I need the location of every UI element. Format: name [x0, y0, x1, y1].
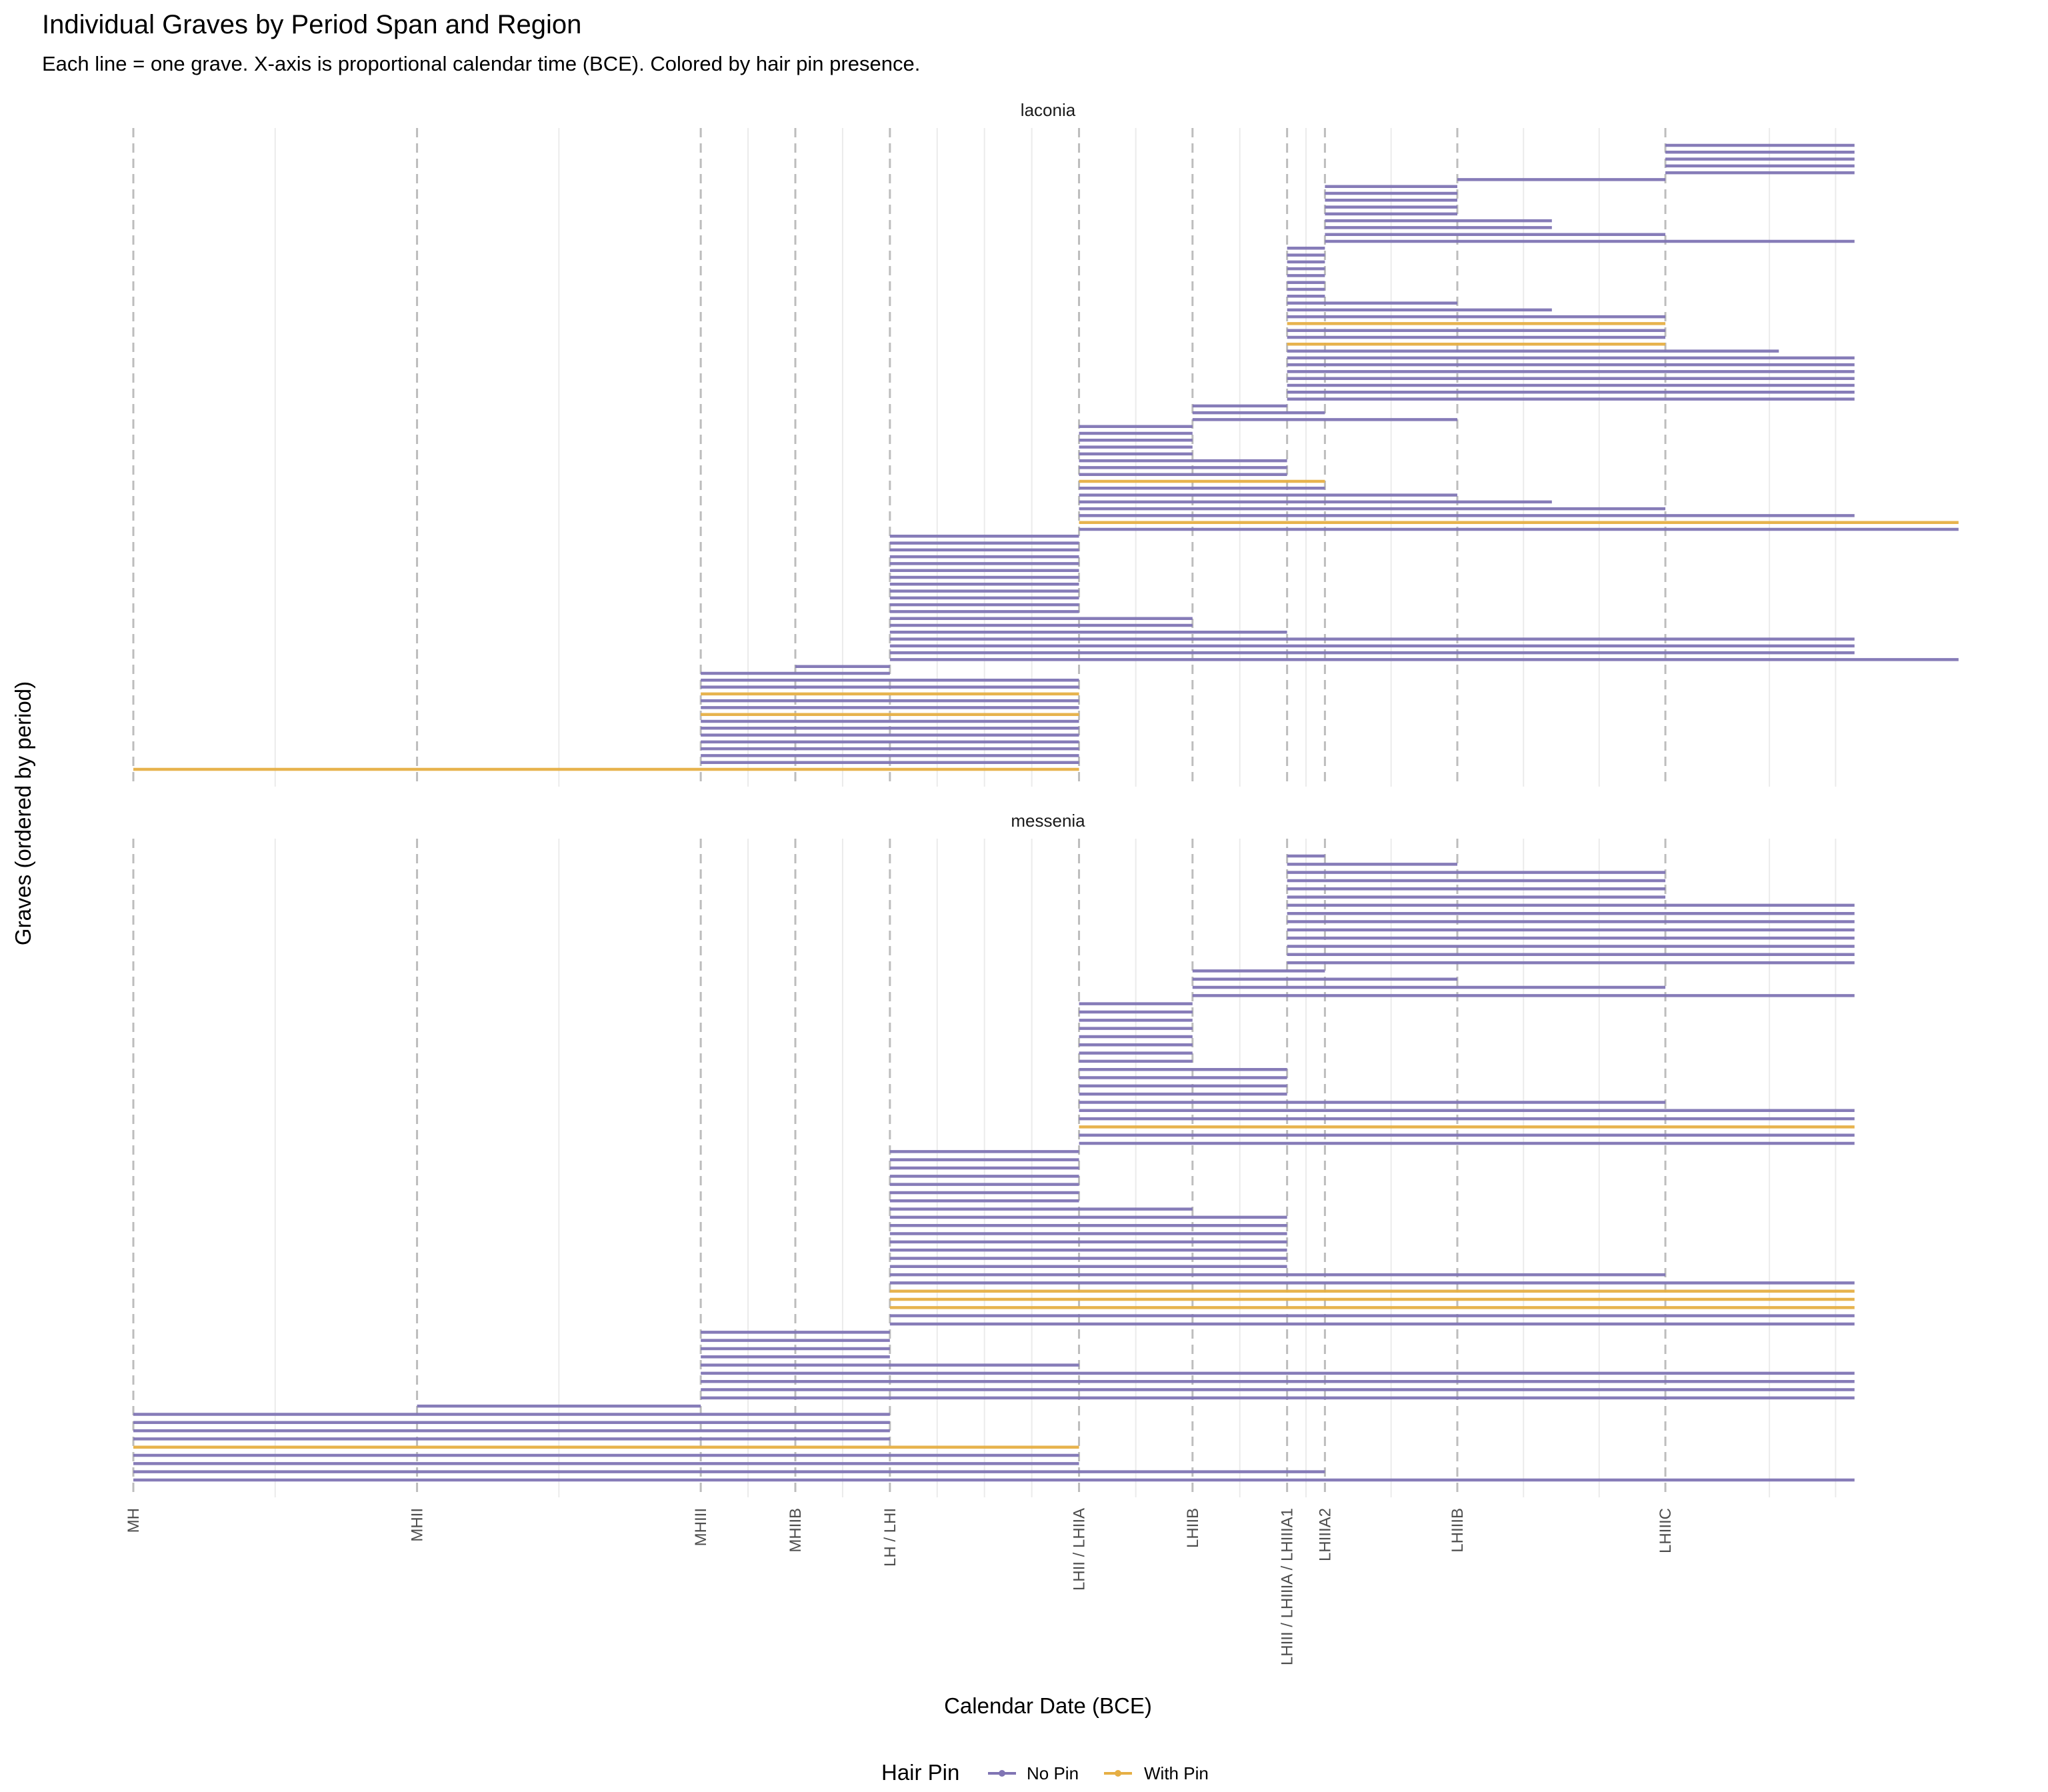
legend-label-no-pin: No Pin — [1027, 1763, 1079, 1783]
panel-messenia: messenia — [132, 811, 1855, 1497]
x-tick-label: LHIIB — [1184, 1508, 1202, 1548]
x-tick-label: MHIIB — [787, 1508, 805, 1553]
x-tick-label: MH — [125, 1508, 143, 1533]
panel-strip-label: messenia — [1011, 811, 1085, 831]
x-axis-ticks: MH MHII MHIII MHIIB LH / LHI LHII / LHIIA LHII… — [125, 1508, 1675, 1665]
x-axis-title: Calendar Date (BCE) — [944, 1693, 1152, 1718]
panel-strip-label: laconia — [1021, 100, 1076, 120]
legend-key-dot-with-pin — [1115, 1770, 1121, 1777]
legend: Hair Pin No Pin With Pin — [881, 1760, 1209, 1785]
y-axis-title: Graves (ordered by period) — [11, 681, 35, 945]
x-tick-label: LHIII / LHIIIA / LHIIIA1 — [1279, 1508, 1297, 1665]
x-tick-label: LHIIIB — [1449, 1508, 1467, 1553]
legend-title: Hair Pin — [881, 1760, 959, 1785]
legend-item-with-pin: With Pin — [1104, 1763, 1209, 1783]
x-tick-label: LHIIIC — [1657, 1508, 1675, 1553]
legend-label-with-pin: With Pin — [1144, 1763, 1209, 1783]
legend-item-no-pin: No Pin — [988, 1763, 1079, 1783]
chart-title: Individual Graves by Period Span and Reg… — [42, 10, 581, 39]
x-tick-label: MHIII — [692, 1508, 710, 1546]
x-tick-label: LHII / LHIIA — [1071, 1508, 1089, 1591]
legend-key-dot-no-pin — [999, 1770, 1005, 1777]
x-tick-label: LHIIIA2 — [1316, 1508, 1334, 1561]
x-tick-label: LH / LHI — [881, 1508, 899, 1567]
x-tick-label: MHII — [409, 1508, 427, 1542]
chart-subtitle: Each line = one grave. X-axis is proport… — [42, 52, 920, 75]
panel-laconia: laconia — [132, 100, 1959, 787]
